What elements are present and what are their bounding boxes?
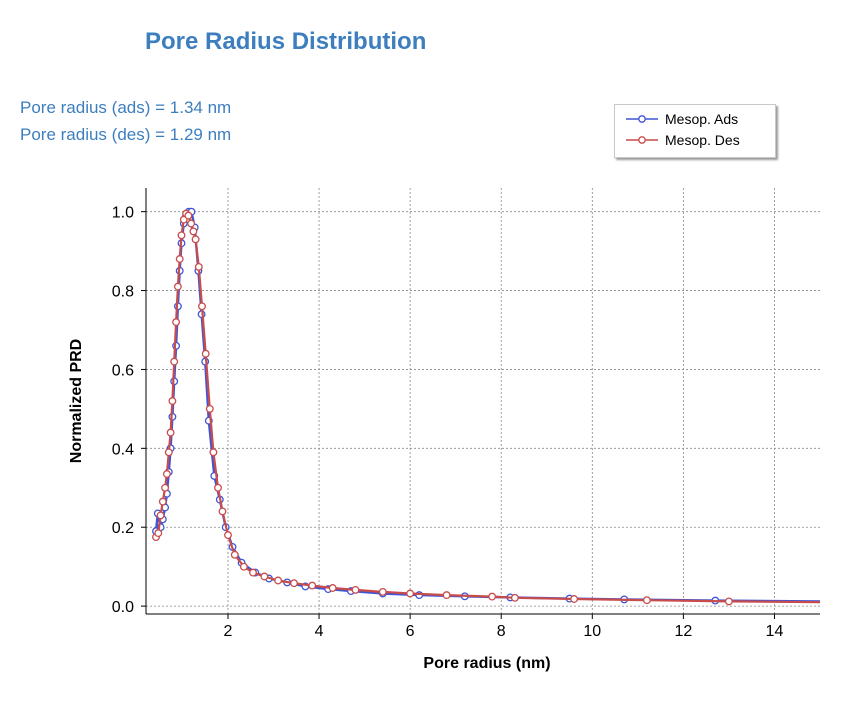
y-tick-label: 0.2 xyxy=(112,520,134,537)
data-point-des xyxy=(177,231,186,240)
x-tick-label: 12 xyxy=(674,623,692,640)
data-point-des xyxy=(308,581,317,590)
legend-label-ads: Mesop. Ads xyxy=(665,111,739,127)
x-tick-label: 6 xyxy=(406,623,415,640)
legend-label-des: Mesop. Des xyxy=(665,132,740,148)
data-point-des xyxy=(194,262,203,271)
data-point-des xyxy=(170,357,179,366)
data-point-des xyxy=(189,227,198,236)
pore-radius-ads-text: Pore radius (ads) = 1.34 nm xyxy=(20,98,232,117)
chart-axes xyxy=(141,188,820,619)
data-point-des xyxy=(351,585,360,594)
data-point-des xyxy=(162,470,171,478)
data-point-des xyxy=(184,211,193,220)
series-des xyxy=(152,209,821,606)
data-point-des xyxy=(378,587,387,596)
x-tick-label: 14 xyxy=(766,623,784,640)
data-point-des xyxy=(724,597,733,606)
x-tick-label: 4 xyxy=(315,623,324,640)
chart-labels: 2 4 6 8 10 12 14 0.0 0.2 0.4 0.6 0.8 1.0 Pore radius … xyxy=(68,205,783,672)
data-point-des xyxy=(164,448,173,457)
legend-marker-des xyxy=(626,136,658,144)
series-line-ads xyxy=(154,210,821,603)
data-point-des xyxy=(290,579,298,588)
data-point-des xyxy=(161,483,170,492)
data-point-des xyxy=(218,507,227,516)
data-point-des xyxy=(260,572,269,581)
chart-series xyxy=(152,207,821,606)
data-point-des xyxy=(510,593,519,602)
data-point-des xyxy=(239,562,248,571)
y-tick-label: 1.0 xyxy=(112,205,134,222)
data-point-des xyxy=(191,235,200,244)
data-point-des xyxy=(406,589,415,598)
y-tick-label: 0.0 xyxy=(112,599,134,616)
y-axis-title: Normalized PRD xyxy=(68,339,85,463)
legend-item-ads: Mesop. Ads xyxy=(625,110,738,128)
y-tick-label: 0.8 xyxy=(112,284,134,301)
data-point-des xyxy=(642,596,651,605)
x-tick-label: 8 xyxy=(497,623,506,640)
data-point-des xyxy=(158,497,167,506)
x-axis-title: Pore radius (nm) xyxy=(423,655,550,672)
data-point-des xyxy=(187,219,196,228)
data-point-des xyxy=(173,282,182,291)
data-point-des xyxy=(230,550,239,559)
data-point-des xyxy=(166,428,175,437)
data-point-des xyxy=(488,592,497,601)
data-point-des xyxy=(442,591,451,600)
data-point-des xyxy=(328,584,337,592)
data-point-des xyxy=(201,349,210,358)
chart-grid xyxy=(146,188,820,614)
y-tick-label: 0.4 xyxy=(112,441,134,458)
series-ads xyxy=(152,207,821,605)
data-point-des xyxy=(198,302,206,311)
legend-marker-ads xyxy=(626,115,658,123)
legend-item-des: Mesop. Des xyxy=(625,131,740,149)
data-point-des xyxy=(209,448,218,457)
data-point-des xyxy=(172,318,181,327)
chart-legend: Mesop. Ads Mesop. Des xyxy=(614,104,776,158)
data-point-des xyxy=(224,531,232,540)
data-point-des xyxy=(156,511,165,520)
data-point-des xyxy=(175,255,184,263)
data-point-des xyxy=(214,483,222,492)
pore-radius-des-text: Pore radius (des) = 1.29 nm xyxy=(20,125,232,144)
data-point-des xyxy=(249,568,257,577)
x-tick-label: 2 xyxy=(224,623,233,640)
data-point-des xyxy=(274,576,283,585)
series-line-des xyxy=(155,212,821,604)
data-point-des xyxy=(570,595,579,603)
page-title: Pore Radius Distribution xyxy=(145,28,427,55)
data-point-des xyxy=(168,397,177,405)
data-point-des xyxy=(154,529,163,538)
data-point-des xyxy=(205,404,214,413)
x-tick-label: 10 xyxy=(583,623,601,640)
y-tick-label: 0.6 xyxy=(112,362,134,379)
